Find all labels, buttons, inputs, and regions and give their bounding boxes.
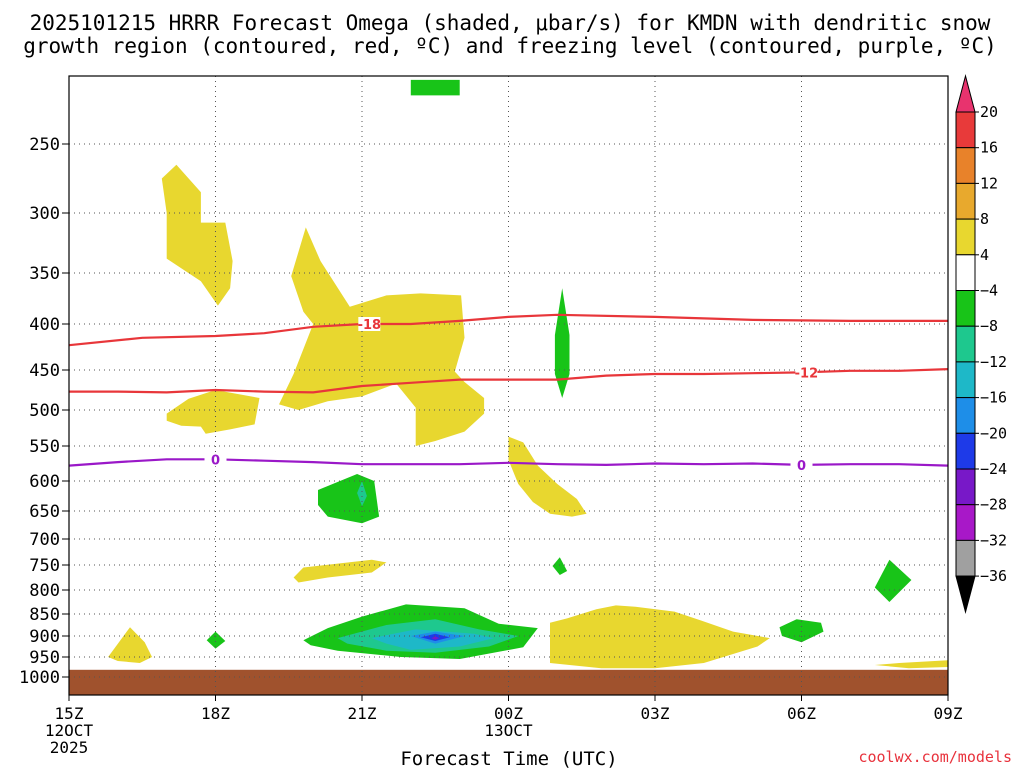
y-tick-label-700: 700 [29, 530, 60, 550]
colorbar-label-1: 16 [980, 139, 998, 157]
colorbar-label-4: 4 [980, 246, 989, 264]
contour-label-bg-1-0 [795, 365, 818, 380]
y-tick-label-900: 900 [29, 627, 60, 647]
colorbar-label-5: −4 [980, 282, 998, 300]
x-tick-year-15Z: 2025 [50, 738, 89, 757]
x-tick-label-18Z: 18Z [201, 704, 230, 723]
colorbar-segment-7 [955, 325, 976, 363]
y-tick-label-1000: 1000 [19, 668, 60, 688]
x-tick-label-00Z: 00Z [494, 704, 523, 723]
colorbar-segment-6 [955, 290, 976, 327]
colorbar-top-arrow [955, 74, 976, 113]
colorbar-segment-3 [955, 182, 976, 220]
contour-line-0 [68, 313, 948, 347]
x-axis-label: Forecast Time (UTC) [400, 748, 617, 768]
y-tick-label-600: 600 [29, 472, 60, 492]
y-tick-label-650: 650 [29, 502, 60, 522]
colorbar-segment-4 [955, 218, 976, 256]
colorbar-label-0: 20 [980, 103, 998, 121]
contour-label-0-0: -18 [358, 318, 382, 333]
omega-region-3 [508, 436, 587, 517]
omega-region-1 [279, 227, 485, 446]
y-tick-label-400: 400 [29, 315, 60, 335]
omega-fill-group [108, 79, 948, 669]
colorbar-label-11: −28 [980, 496, 1007, 514]
omega-region-7 [874, 660, 948, 669]
contour-label-bg-0-0 [358, 317, 381, 331]
contour-label-2-0: 0 [211, 453, 220, 468]
x-tick-label-06Z: 06Z [787, 704, 816, 723]
omega-region-17 [357, 481, 367, 507]
colorbar-segment-10 [955, 432, 976, 470]
plot-area: -18 -12 0 0 250 300 350 400 450 500 550 600 650 700 75… [19, 75, 963, 757]
colorbar-label-13: −36 [980, 567, 1007, 585]
x-tick-date-00Z: 13OCT [484, 721, 533, 740]
y-tick-label-500: 500 [29, 401, 60, 421]
y-tick-label-850: 850 [29, 605, 60, 625]
colorbar-label-10: −24 [980, 460, 1007, 478]
contour-label-1-0: -12 [795, 366, 819, 381]
omega-region-0 [161, 164, 233, 306]
omega-region-11 [552, 557, 568, 575]
y-tick-label-450: 450 [29, 361, 60, 381]
colorbar-segment-5 [955, 254, 976, 292]
contour-label-bg-2-0 [204, 452, 227, 467]
colorbar-label-8: −16 [980, 389, 1007, 407]
omega-region-13 [874, 559, 912, 602]
y-tick-label-950: 950 [29, 648, 60, 668]
y-tick-label-250: 250 [29, 135, 60, 155]
omega-region-5 [108, 627, 152, 663]
colorbar-label-3: 8 [980, 210, 989, 228]
x-tick-label-15Z: 15Z [55, 704, 84, 723]
x-tick-label-09Z: 09Z [934, 704, 963, 723]
colorbar-label-12: −32 [980, 531, 1007, 549]
colorbar-label-2: 12 [980, 174, 998, 192]
colorbar-segment-9 [955, 397, 976, 434]
y-tick-label-750: 750 [29, 556, 60, 576]
chart-title-line-2: growth region (contoured, red, ºC) and f… [23, 34, 997, 58]
colorbar-segment-11 [955, 468, 976, 506]
omega-region-10 [318, 474, 380, 524]
omega-region-9 [554, 288, 570, 398]
contour-label-2-1: 0 [797, 459, 806, 474]
x-tick-label-21Z: 21Z [348, 704, 377, 723]
colorbar-segment-2 [955, 147, 976, 184]
x-tick-date-15Z: 12OCT [45, 721, 94, 740]
y-tick-label-800: 800 [29, 581, 60, 601]
chart-title-line-1: 2025101215 HRRR Forecast Omega (shaded, … [30, 11, 991, 35]
colorbar-label-9: −20 [980, 424, 1007, 442]
colorbar-segment-1 [955, 111, 976, 149]
surface-ground-fill [69, 669, 948, 695]
contour-label-bg-2-1 [790, 457, 813, 472]
omega-region-12 [206, 631, 226, 649]
plot-frame [68, 75, 949, 696]
omega-region-21 [431, 636, 440, 640]
y-tick-label-300: 300 [29, 204, 60, 224]
y-tick-label-550: 550 [29, 437, 60, 457]
omega-region-14 [779, 619, 824, 643]
colorbar-label-7: −12 [980, 353, 1007, 371]
contour-line-2 [68, 458, 949, 467]
colorbar-segment-12 [955, 504, 976, 541]
omega-region-6 [550, 605, 770, 669]
omega-region-2 [166, 390, 260, 434]
colorbar-label-6: −8 [980, 317, 998, 335]
x-tick-label-03Z: 03Z [641, 704, 670, 723]
colorbar-bottom-arrow [955, 575, 976, 615]
colorbar-segment-13 [955, 539, 976, 577]
colorbar-segment-8 [955, 361, 976, 399]
gridlines [69, 76, 948, 695]
y-tick-label-350: 350 [29, 264, 60, 284]
omega-region-8 [410, 79, 460, 96]
omega-region-4 [293, 559, 387, 583]
credit-text: coolwx.com/models [858, 748, 1012, 766]
omega-colorbar: 20 16 12 8 4 −4 −8 −12 −16 −20 −24 −28 −32 −36 [955, 74, 1007, 615]
